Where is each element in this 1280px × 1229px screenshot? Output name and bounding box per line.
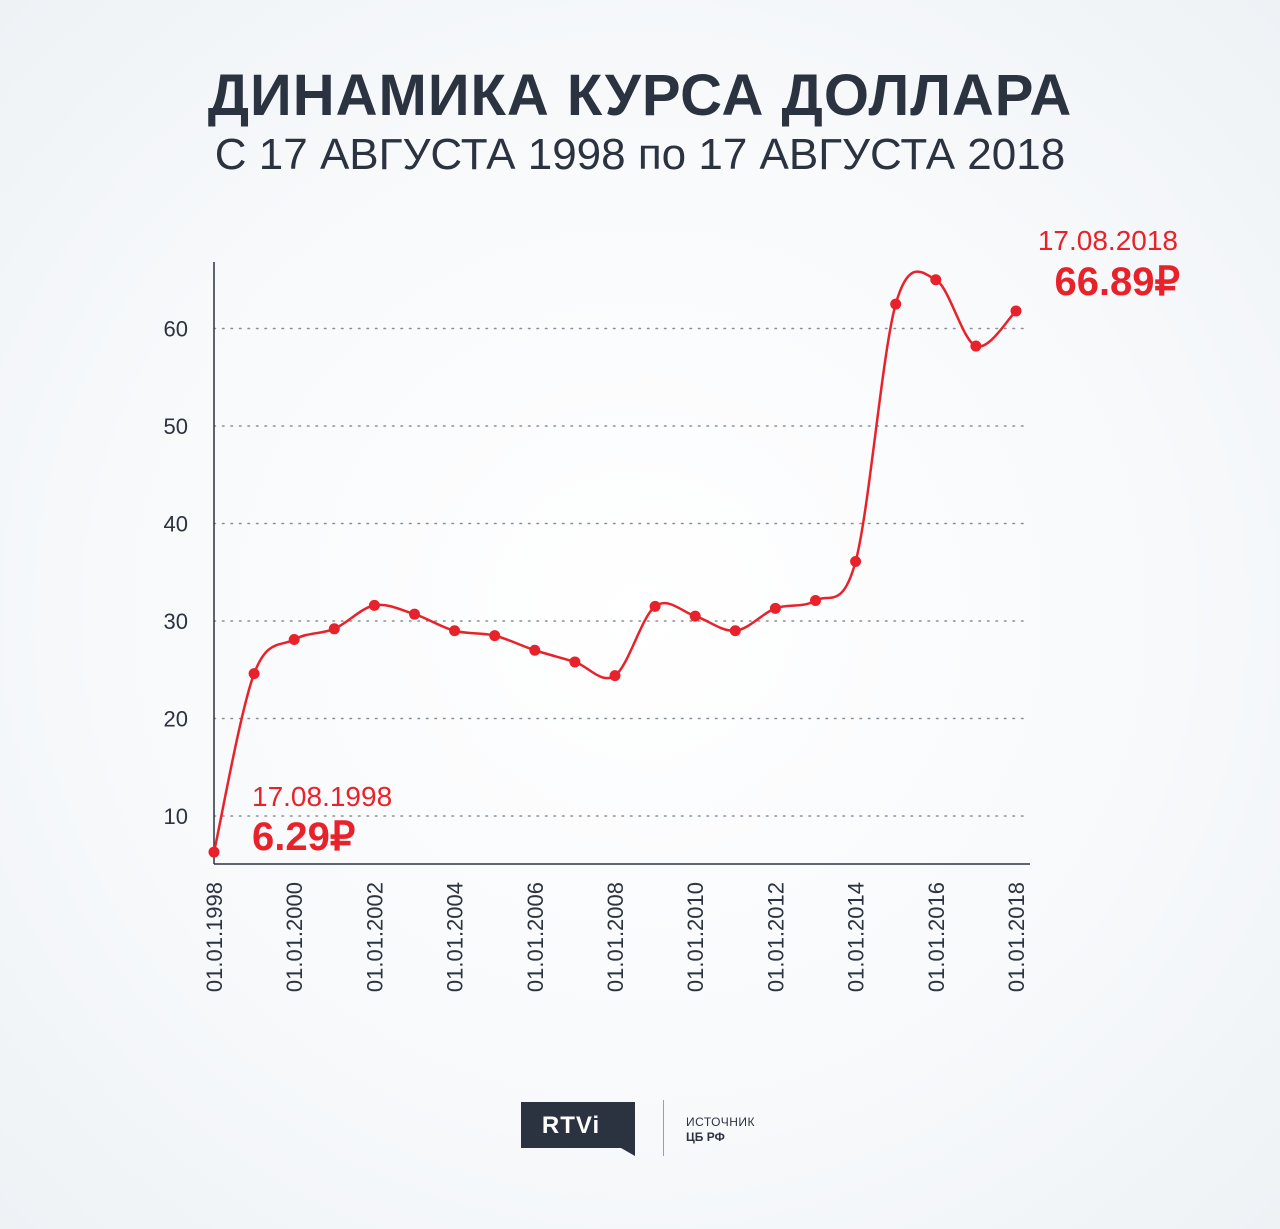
annotation-end-value: 66.89₽	[1054, 260, 1180, 304]
data-point	[689, 610, 701, 622]
x-tick-label: 01.01.2014	[844, 882, 869, 992]
y-tick-label: 50	[164, 414, 188, 439]
rtvi-logo: RTVi	[521, 1102, 635, 1156]
x-tick-label: 01.01.2010	[683, 882, 708, 992]
x-tick-label: 01.01.2018	[1004, 882, 1029, 992]
data-point	[769, 602, 781, 614]
x-tick-label: 01.01.2008	[603, 882, 628, 992]
data-point	[729, 625, 741, 637]
y-tick-labels: 10 20 30 40 50 60	[164, 317, 188, 830]
data-point	[368, 599, 380, 611]
data-point	[1010, 305, 1022, 317]
gridlines	[213, 327, 1031, 817]
data-point	[208, 846, 220, 858]
y-tick-label: 30	[164, 609, 188, 634]
annotation-start-date: 17.08.1998	[252, 781, 392, 812]
data-point	[609, 670, 621, 682]
logo-text: RTVi	[541, 1112, 601, 1139]
x-tick-label: 01.01.1998	[202, 882, 227, 992]
y-tick-label: 10	[164, 804, 188, 829]
data-point	[248, 668, 260, 680]
data-point	[930, 274, 942, 286]
x-tick-label: 01.01.2012	[763, 882, 788, 992]
source-label: ИСТОЧНИК	[686, 1115, 756, 1129]
annotation-start-value: 6.29₽	[252, 815, 355, 859]
x-tick-label: 01.01.2004	[443, 882, 468, 992]
y-tick-label: 20	[164, 707, 188, 732]
x-tick-label: 01.01.2006	[523, 882, 548, 992]
data-point	[810, 595, 821, 607]
data-point	[649, 600, 661, 612]
data-points	[208, 274, 1022, 858]
x-tick-label: 01.01.2000	[282, 882, 307, 992]
source-name: ЦБ РФ	[686, 1130, 725, 1144]
data-point	[449, 625, 461, 637]
data-point	[288, 634, 300, 646]
data-point	[409, 608, 420, 620]
annotation-end-date: 17.08.2018	[1038, 225, 1178, 256]
x-tick-label: 01.01.2002	[362, 882, 387, 992]
y-tick-label: 40	[164, 512, 188, 537]
data-point	[850, 556, 862, 568]
data-point	[489, 630, 501, 642]
y-tick-label: 60	[164, 317, 188, 342]
data-point	[569, 656, 581, 668]
data-point	[529, 644, 541, 656]
chart-title: ДИНАМИКА КУРСА ДОЛЛАРА	[207, 63, 1073, 128]
data-point	[890, 298, 902, 310]
chart-subtitle: С 17 АВГУСТА 1998 по 17 АВГУСТА 2018	[214, 130, 1066, 179]
footer-divider	[663, 1100, 664, 1156]
data-point	[970, 340, 982, 352]
x-tick-label: 01.01.2016	[924, 882, 949, 992]
series-line	[212, 270, 1017, 853]
footer: RTVi ИСТОЧНИК ЦБ РФ	[0, 1100, 1280, 1160]
x-tick-labels: 01.01.1998 01.01.2000 01.01.2002 01.01.2004…	[202, 882, 1029, 992]
data-point	[328, 623, 340, 635]
